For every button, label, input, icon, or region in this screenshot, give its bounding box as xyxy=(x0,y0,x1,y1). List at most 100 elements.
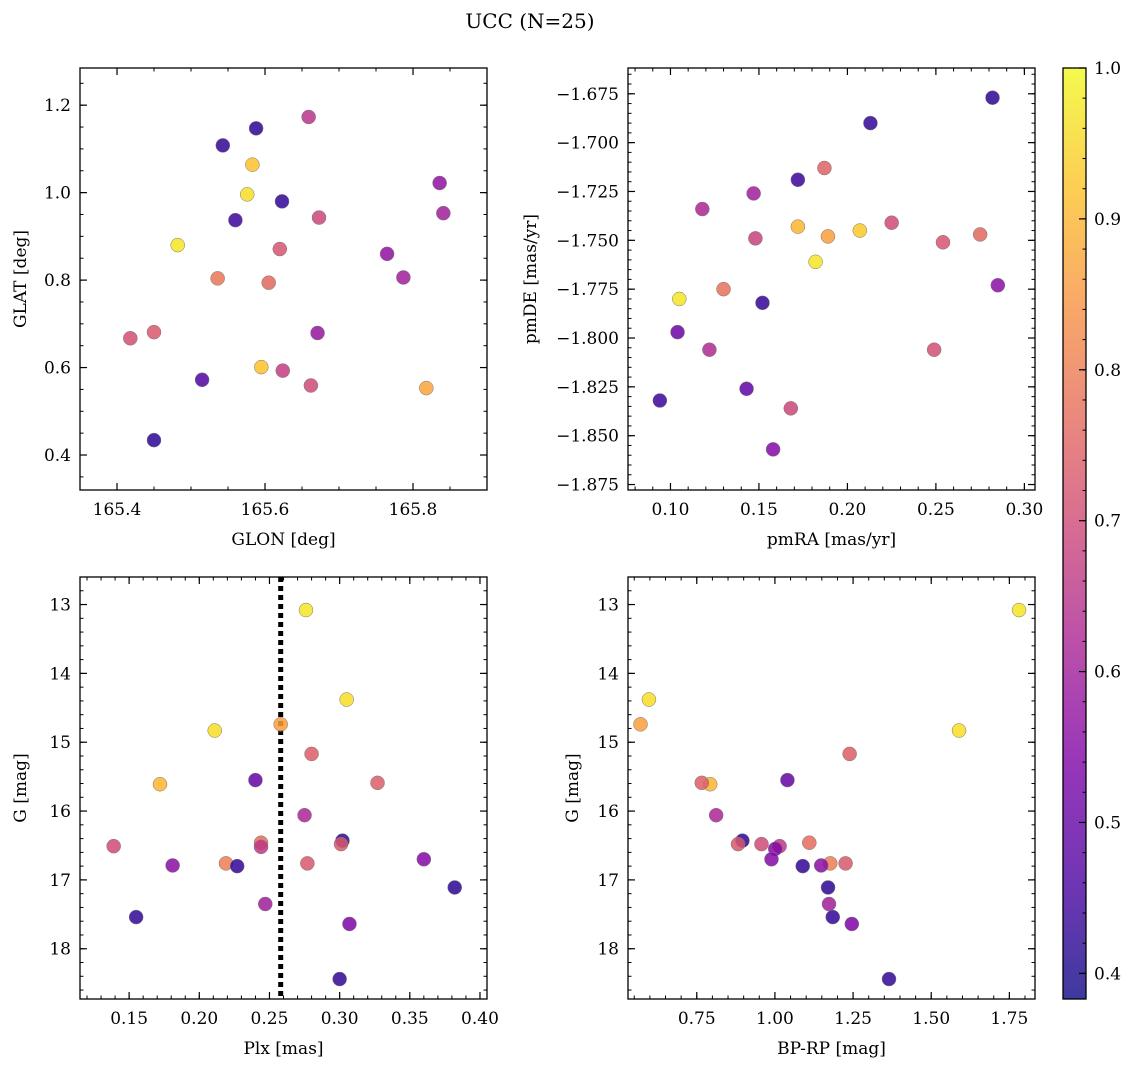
scatter-point xyxy=(844,916,860,932)
figure-title: UCC (N=25) xyxy=(465,9,594,33)
scatter-point xyxy=(239,187,255,202)
x-tick-label: 0.25 xyxy=(251,1009,289,1029)
y-tick-label: −1.775 xyxy=(556,280,619,300)
scatter-points xyxy=(633,602,1027,987)
panel-glon-glat: 165.4 165.6 165.8 0.4 0.6 0.8 1.0 1.2 GLON [deg]… xyxy=(11,67,488,550)
scatter-point xyxy=(694,775,710,791)
scatter-point xyxy=(379,246,395,262)
scatter-point xyxy=(275,363,291,378)
x-tick-label: 1.25 xyxy=(834,1009,872,1029)
scatter-point xyxy=(300,856,315,871)
y-axis-label: G [mag] xyxy=(11,753,31,822)
x-tick-label: 165.6 xyxy=(241,500,290,520)
colorbar-tick-label: 0.6 xyxy=(1094,663,1121,683)
scatter-point xyxy=(808,254,823,270)
y-tick-label: 0.4 xyxy=(44,446,71,466)
x-tick-label: 0.10 xyxy=(652,500,690,520)
scatter-point xyxy=(210,271,225,286)
x-axis-label: GLON [deg] xyxy=(231,530,335,550)
y-axis-label: pmDE [mas/yr] xyxy=(521,214,541,344)
scatter-point xyxy=(258,896,273,912)
scatter-points xyxy=(652,90,1006,457)
scatter-point xyxy=(342,916,357,932)
scatter-point xyxy=(790,172,806,188)
scatter-point xyxy=(419,380,434,396)
x-tick-label: 0.15 xyxy=(110,1009,148,1029)
scatter-point xyxy=(990,278,1006,293)
scatter-point xyxy=(396,270,411,285)
x-axis-label: Plx [mas] xyxy=(243,1039,323,1059)
x-tick-label: 0.40 xyxy=(461,1009,499,1029)
y-tick-label: 1.2 xyxy=(44,96,71,116)
panel-bprp-g: 0.75 1.00 1.25 1.50 1.75 13 14 15 16 17 18 BP-RP [m… xyxy=(563,576,1036,1059)
y-tick-label: 16 xyxy=(49,802,71,822)
scatter-point xyxy=(370,775,385,791)
scatter-point xyxy=(842,746,857,762)
y-tick-label: −1.675 xyxy=(556,85,619,105)
colorbar-tick-label: 1.0 xyxy=(1094,59,1121,79)
scatter-point xyxy=(274,194,290,209)
y-tick-label: 13 xyxy=(49,596,71,616)
y-tick-label: −1.750 xyxy=(556,231,619,251)
scatter-point xyxy=(304,746,319,762)
scatter-point xyxy=(215,138,231,153)
scatter-point xyxy=(416,852,432,867)
y-tick-label: −1.825 xyxy=(556,378,619,398)
colorbar-tick-label: 0.8 xyxy=(1094,361,1121,381)
axes-frame xyxy=(627,576,1036,1000)
scatter-point xyxy=(432,175,447,191)
scatter-point xyxy=(170,237,185,253)
plot-area xyxy=(628,68,1035,490)
scatter-point xyxy=(951,723,967,738)
scatter-point xyxy=(730,836,746,852)
colorbar: 0.4 0.5 0.6 0.7 0.8 0.9 1.0 xyxy=(1062,59,1121,1000)
colorbar-frame xyxy=(1062,67,1087,1000)
scatter-point xyxy=(261,275,276,290)
scatter-point xyxy=(272,241,288,257)
scatter-point xyxy=(229,858,245,874)
scatter-point xyxy=(695,201,710,217)
scatter-point xyxy=(333,836,349,852)
scatter-point xyxy=(447,880,462,895)
y-tick-label: 1.0 xyxy=(44,184,71,204)
scatter-point xyxy=(248,121,264,136)
scatter-point xyxy=(248,772,263,788)
scatter-point xyxy=(146,324,162,340)
scatter-point xyxy=(702,342,717,357)
y-tick-label: −1.700 xyxy=(556,134,619,154)
x-tick-label: 0.20 xyxy=(828,500,866,520)
y-tick-label: −1.800 xyxy=(556,329,619,349)
x-tick-label: 0.30 xyxy=(1005,500,1043,520)
scatter-point xyxy=(825,909,841,925)
y-tick-label: 17 xyxy=(49,871,71,891)
scatter-point xyxy=(652,393,668,408)
scatter-point xyxy=(852,223,868,238)
x-tick-label: 1.50 xyxy=(912,1009,950,1029)
y-axis-label: GLAT [deg] xyxy=(11,230,31,328)
y-tick-label: 18 xyxy=(49,940,71,960)
panel-plx-g: 0.15 0.20 0.25 0.30 0.35 0.40 13 14 15 16 17 18 Plx … xyxy=(11,576,499,1059)
scatter-point xyxy=(790,219,806,234)
y-tick-label: −1.875 xyxy=(556,476,619,496)
axes-frame xyxy=(627,67,1036,491)
scatter-point xyxy=(863,115,878,131)
y-tick-label: 15 xyxy=(597,733,619,753)
axes-frame xyxy=(79,67,488,491)
scatter-point xyxy=(716,281,731,297)
scatter-point xyxy=(817,160,832,176)
scatter-point xyxy=(972,227,988,242)
scatter-point xyxy=(152,776,168,792)
y-tick-label: 13 xyxy=(597,596,619,616)
plot-area xyxy=(80,577,487,999)
scatter-point xyxy=(310,325,325,341)
y-tick-label: −1.850 xyxy=(556,427,619,447)
x-tick-label: 165.8 xyxy=(389,500,438,520)
scatter-point xyxy=(128,909,144,925)
scatter-point xyxy=(633,717,648,732)
scatter-point xyxy=(821,896,837,912)
scatter-point xyxy=(641,692,657,707)
y-tick-label: 17 xyxy=(597,871,619,891)
scatter-points xyxy=(106,602,462,987)
scatter-point xyxy=(764,852,779,867)
